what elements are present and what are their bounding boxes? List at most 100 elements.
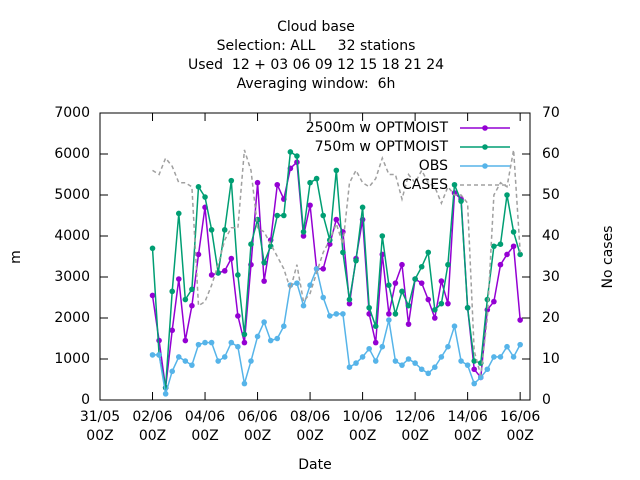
y-tick-label: 2000 <box>54 310 90 326</box>
data-point <box>162 391 169 397</box>
data-point <box>497 354 504 360</box>
data-point <box>458 198 464 204</box>
data-point <box>175 354 182 360</box>
data-point <box>261 319 267 325</box>
x-tick-label: 16/06 00Z <box>499 409 541 444</box>
data-point <box>438 354 445 360</box>
y2-tick-label: 50 <box>542 187 560 203</box>
legend-label: OBS <box>419 158 448 174</box>
data-point <box>320 212 327 219</box>
data-point <box>504 192 510 198</box>
data-point <box>208 339 215 346</box>
data-point <box>510 243 517 250</box>
data-point <box>235 272 241 278</box>
data-point <box>313 175 320 182</box>
y2-tick-label: 40 <box>542 228 560 244</box>
data-point <box>287 149 294 155</box>
legend-label: 750m w OPTMOIST <box>315 139 449 155</box>
data-point <box>392 311 399 317</box>
data-point <box>366 304 372 311</box>
data-point <box>346 364 353 371</box>
data-point <box>405 302 412 309</box>
data-point <box>366 345 372 352</box>
data-point <box>202 339 208 346</box>
data-point <box>215 358 221 364</box>
data-point <box>445 300 451 307</box>
data-point <box>412 276 418 282</box>
series-line <box>151 150 521 388</box>
data-point <box>274 181 281 188</box>
data-point <box>451 181 458 188</box>
data-point <box>300 302 307 309</box>
x-tick-label: 10/06 00Z <box>342 409 383 444</box>
data-point <box>221 227 228 233</box>
data-point <box>340 249 346 256</box>
legend-marker <box>482 144 488 150</box>
data-point <box>169 368 176 375</box>
legend-label: 2500m w OPTMOIST <box>306 120 449 136</box>
y-tick-label: 7000 <box>54 105 90 121</box>
data-point <box>149 245 156 252</box>
y-tick-label: 5000 <box>54 187 90 203</box>
y-tick-label: 0 <box>81 392 90 408</box>
data-point <box>333 311 340 317</box>
data-point <box>241 380 248 387</box>
data-point <box>195 184 202 190</box>
y2-tick-label: 0 <box>542 392 551 408</box>
data-point <box>399 362 405 368</box>
data-point <box>399 288 405 295</box>
data-point <box>353 360 359 366</box>
data-point <box>189 302 195 309</box>
data-point <box>248 358 254 364</box>
data-point <box>281 323 287 330</box>
x-tick-label: 02/06 00Z <box>132 409 173 444</box>
data-point <box>228 177 235 184</box>
data-point <box>405 356 412 362</box>
data-point <box>156 352 162 358</box>
data-point <box>464 362 471 368</box>
data-point <box>195 251 202 258</box>
data-point <box>359 354 366 360</box>
data-point <box>300 233 307 239</box>
data-point <box>208 227 215 233</box>
data-point <box>504 251 510 258</box>
title-line: Cloud base <box>277 19 355 35</box>
data-point <box>484 366 491 373</box>
y2-tick-label: 30 <box>542 269 560 285</box>
data-point <box>195 341 202 348</box>
data-point <box>484 296 491 303</box>
data-point <box>504 343 510 350</box>
data-point <box>425 296 432 303</box>
data-point <box>169 288 176 295</box>
data-point <box>175 276 182 282</box>
y2-tick-label: 20 <box>542 310 560 326</box>
data-point <box>307 202 313 209</box>
data-point <box>386 282 392 289</box>
data-point <box>189 362 195 368</box>
data-point <box>175 210 182 217</box>
data-point <box>320 266 327 272</box>
data-point <box>307 179 313 186</box>
data-point <box>438 278 445 284</box>
data-point <box>432 364 438 371</box>
data-point <box>379 343 386 350</box>
data-point <box>392 280 399 286</box>
plot-frame <box>99 112 531 401</box>
y-tick-label: 4000 <box>54 228 90 244</box>
data-point <box>261 259 267 266</box>
data-point <box>425 249 432 256</box>
data-point <box>340 311 346 317</box>
x-tick-label: 08/06 00Z <box>289 409 331 444</box>
y2-tick-label: 10 <box>542 351 560 367</box>
data-point <box>241 339 248 346</box>
data-point <box>333 216 340 223</box>
legend-label: CASES <box>402 177 448 193</box>
data-point <box>208 272 215 278</box>
data-point <box>372 323 379 330</box>
data-point <box>517 251 523 258</box>
data-point <box>445 343 451 350</box>
data-point <box>477 374 484 381</box>
series-line <box>152 266 521 395</box>
data-point <box>445 261 451 268</box>
